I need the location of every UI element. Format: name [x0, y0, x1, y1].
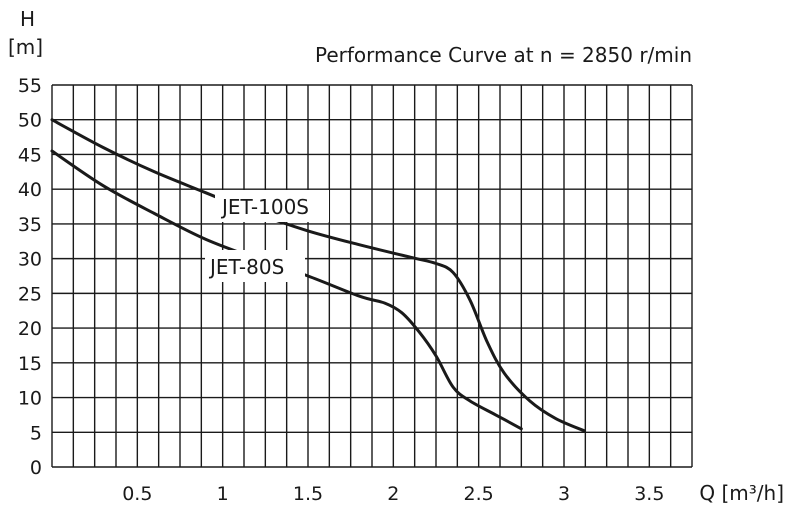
- y-tick-label: 55: [18, 75, 42, 97]
- x-tick-label: 2.5: [464, 483, 494, 505]
- y-axis-unit: [m]: [8, 35, 43, 59]
- y-tick-label: 20: [18, 318, 42, 340]
- x-tick-label: 1: [217, 483, 229, 505]
- x-tick-label: 0.5: [122, 483, 152, 505]
- curves: [50, 118, 586, 433]
- y-tick-label: 40: [18, 179, 42, 201]
- y-tick-label: 0: [30, 457, 42, 479]
- y-tick-label: 25: [18, 283, 42, 305]
- y-tick-label: 5: [30, 422, 42, 444]
- series-label-bg-jet-80s: [205, 250, 305, 282]
- series-label-jet-100s: JET-100S: [220, 195, 309, 219]
- series-labels: JET-100S JET-80S: [205, 190, 329, 282]
- y-tick-label: 45: [18, 144, 42, 166]
- x-tick-label: 2: [387, 483, 399, 505]
- series-label-bg-jet-100s: [215, 190, 329, 222]
- y-tick-label: 30: [18, 249, 42, 271]
- y-tick-label: 35: [18, 214, 42, 236]
- series-line-1: [50, 149, 523, 431]
- ticks: 0 5 10 15 20 25 30 35 40 45 50 55 0.5 1 1.5 2 2.5 3 3.5: [18, 75, 665, 505]
- grid: [51, 84, 693, 468]
- y-axis-label: H: [20, 7, 35, 31]
- x-tick-label: 1.5: [293, 483, 323, 505]
- x-tick-label: 3.5: [634, 483, 664, 505]
- y-tick-label: 15: [18, 353, 42, 375]
- x-axis-label: Q [m³/h]: [699, 481, 784, 505]
- series-label-jet-80s: JET-80S: [208, 255, 284, 279]
- chart-title: Performance Curve at n = 2850 r/min: [315, 43, 692, 67]
- y-tick-label: 50: [18, 110, 42, 132]
- x-tick-label: 3: [558, 483, 570, 505]
- series-line-0: [50, 118, 586, 433]
- y-tick-label: 10: [18, 388, 42, 410]
